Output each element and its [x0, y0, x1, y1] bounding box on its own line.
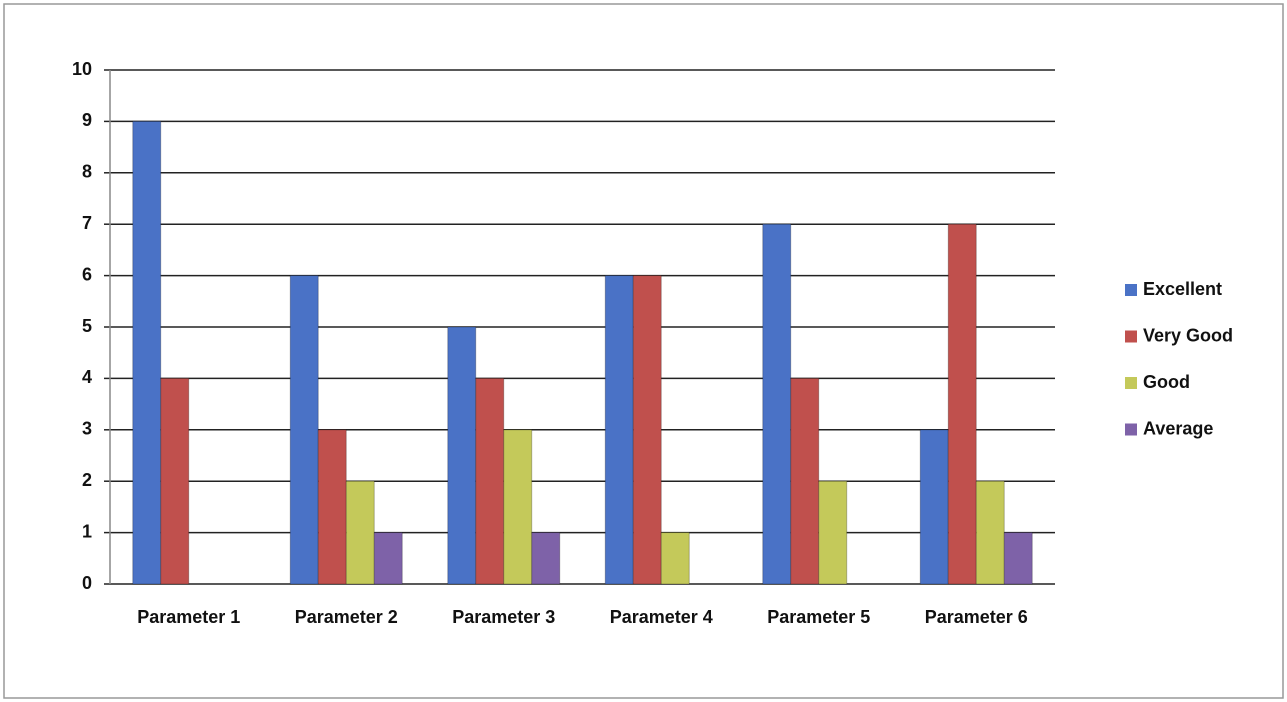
- bar: [373, 532, 403, 585]
- bar: [447, 326, 477, 585]
- bar: [503, 429, 533, 585]
- legend-label: Excellent: [1143, 279, 1222, 299]
- legend-swatch: [1125, 330, 1137, 343]
- x-tick-label: Parameter 1: [137, 607, 240, 627]
- x-tick-label: Parameter 6: [925, 607, 1028, 627]
- bar: [975, 480, 1005, 585]
- y-tick-label: 3: [82, 419, 92, 439]
- bar: [818, 480, 848, 585]
- bar: [604, 275, 634, 585]
- legend-swatch: [1125, 423, 1137, 436]
- bar: [632, 275, 662, 585]
- bar: [762, 223, 792, 585]
- y-tick-label: 2: [82, 470, 92, 490]
- legend-swatch: [1125, 377, 1137, 389]
- y-tick-label: 5: [82, 316, 92, 336]
- bar: [345, 480, 375, 585]
- bar: [531, 532, 561, 585]
- y-tick-label: 8: [82, 162, 92, 182]
- bar: [660, 532, 690, 585]
- x-tick-label: Parameter 4: [610, 607, 713, 627]
- x-tick-label: Parameter 3: [452, 607, 555, 627]
- bar: [317, 429, 347, 585]
- bar: [289, 275, 319, 585]
- legend-label: Good: [1143, 372, 1190, 392]
- y-tick-label: 9: [82, 110, 92, 130]
- bar: [947, 223, 977, 585]
- y-tick-label: 6: [82, 264, 92, 284]
- x-tick-label: Parameter 2: [295, 607, 398, 627]
- legend-swatch: [1125, 284, 1137, 296]
- bar: [1003, 532, 1033, 585]
- legend-label: Very Good: [1143, 325, 1233, 345]
- y-tick-label: 4: [82, 367, 92, 387]
- bar: [160, 377, 190, 585]
- y-tick-label: 10: [72, 59, 92, 79]
- legend-label: Average: [1143, 418, 1213, 438]
- bar: [919, 429, 949, 585]
- bar: [790, 377, 820, 585]
- bar: [475, 377, 505, 585]
- y-tick-label: 0: [82, 573, 92, 593]
- x-tick-label: Parameter 5: [767, 607, 870, 627]
- y-tick-label: 1: [82, 521, 92, 541]
- bar: [132, 120, 162, 585]
- y-tick-label: 7: [82, 213, 92, 233]
